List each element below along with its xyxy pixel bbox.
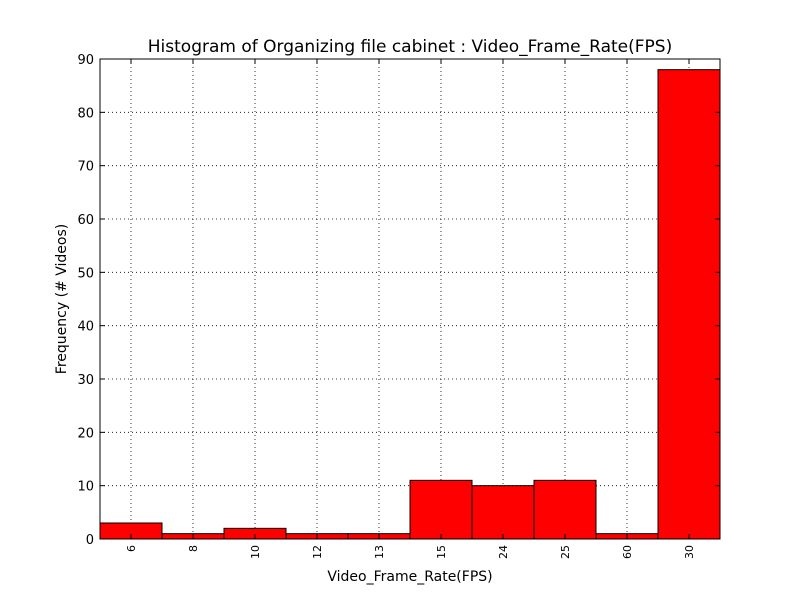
x-tick-label: 25 bbox=[559, 545, 572, 559]
bar-15 bbox=[409, 479, 473, 540]
grid bbox=[100, 59, 720, 539]
y-tick-label: 30 bbox=[77, 373, 94, 388]
x-tick-label: 13 bbox=[373, 545, 386, 559]
y-tick-label: 40 bbox=[77, 320, 94, 335]
y-tick-label: 90 bbox=[77, 53, 94, 68]
bars bbox=[99, 69, 721, 540]
x-tick-label: 60 bbox=[621, 545, 634, 559]
bar-30 bbox=[657, 69, 721, 540]
y-tick-labels: 0 10 20 30 40 50 60 70 80 90 bbox=[77, 53, 94, 548]
bar-25 bbox=[533, 479, 597, 540]
ticks bbox=[100, 58, 720, 540]
x-tick-label: 12 bbox=[311, 545, 324, 559]
x-tick-labels: 6 8 10 12 13 15 24 25 60 30 bbox=[125, 545, 696, 559]
x-tick-label: 8 bbox=[187, 545, 200, 552]
y-tick-label: 20 bbox=[77, 426, 94, 441]
bar-24 bbox=[471, 485, 535, 540]
x-tick-label: 6 bbox=[125, 545, 138, 552]
y-tick-label: 60 bbox=[77, 213, 94, 228]
y-axis-label: Frequency (# Videos) bbox=[54, 224, 70, 374]
y-tick-label: 80 bbox=[77, 106, 94, 121]
x-axis-label: Video_Frame_Rate(FPS) bbox=[327, 569, 492, 585]
x-tick-label: 10 bbox=[249, 545, 262, 559]
plot-frame bbox=[99, 58, 721, 540]
y-tick-label: 70 bbox=[77, 160, 94, 175]
x-tick-label: 15 bbox=[435, 545, 448, 559]
chart-title: Histogram of Organizing file cabinet : V… bbox=[148, 37, 672, 57]
x-tick-label: 30 bbox=[683, 545, 696, 559]
y-tick-label: 10 bbox=[77, 480, 94, 495]
y-tick-label: 50 bbox=[77, 266, 94, 281]
x-tick-label: 24 bbox=[497, 545, 510, 559]
y-tick-label: 0 bbox=[86, 533, 94, 548]
